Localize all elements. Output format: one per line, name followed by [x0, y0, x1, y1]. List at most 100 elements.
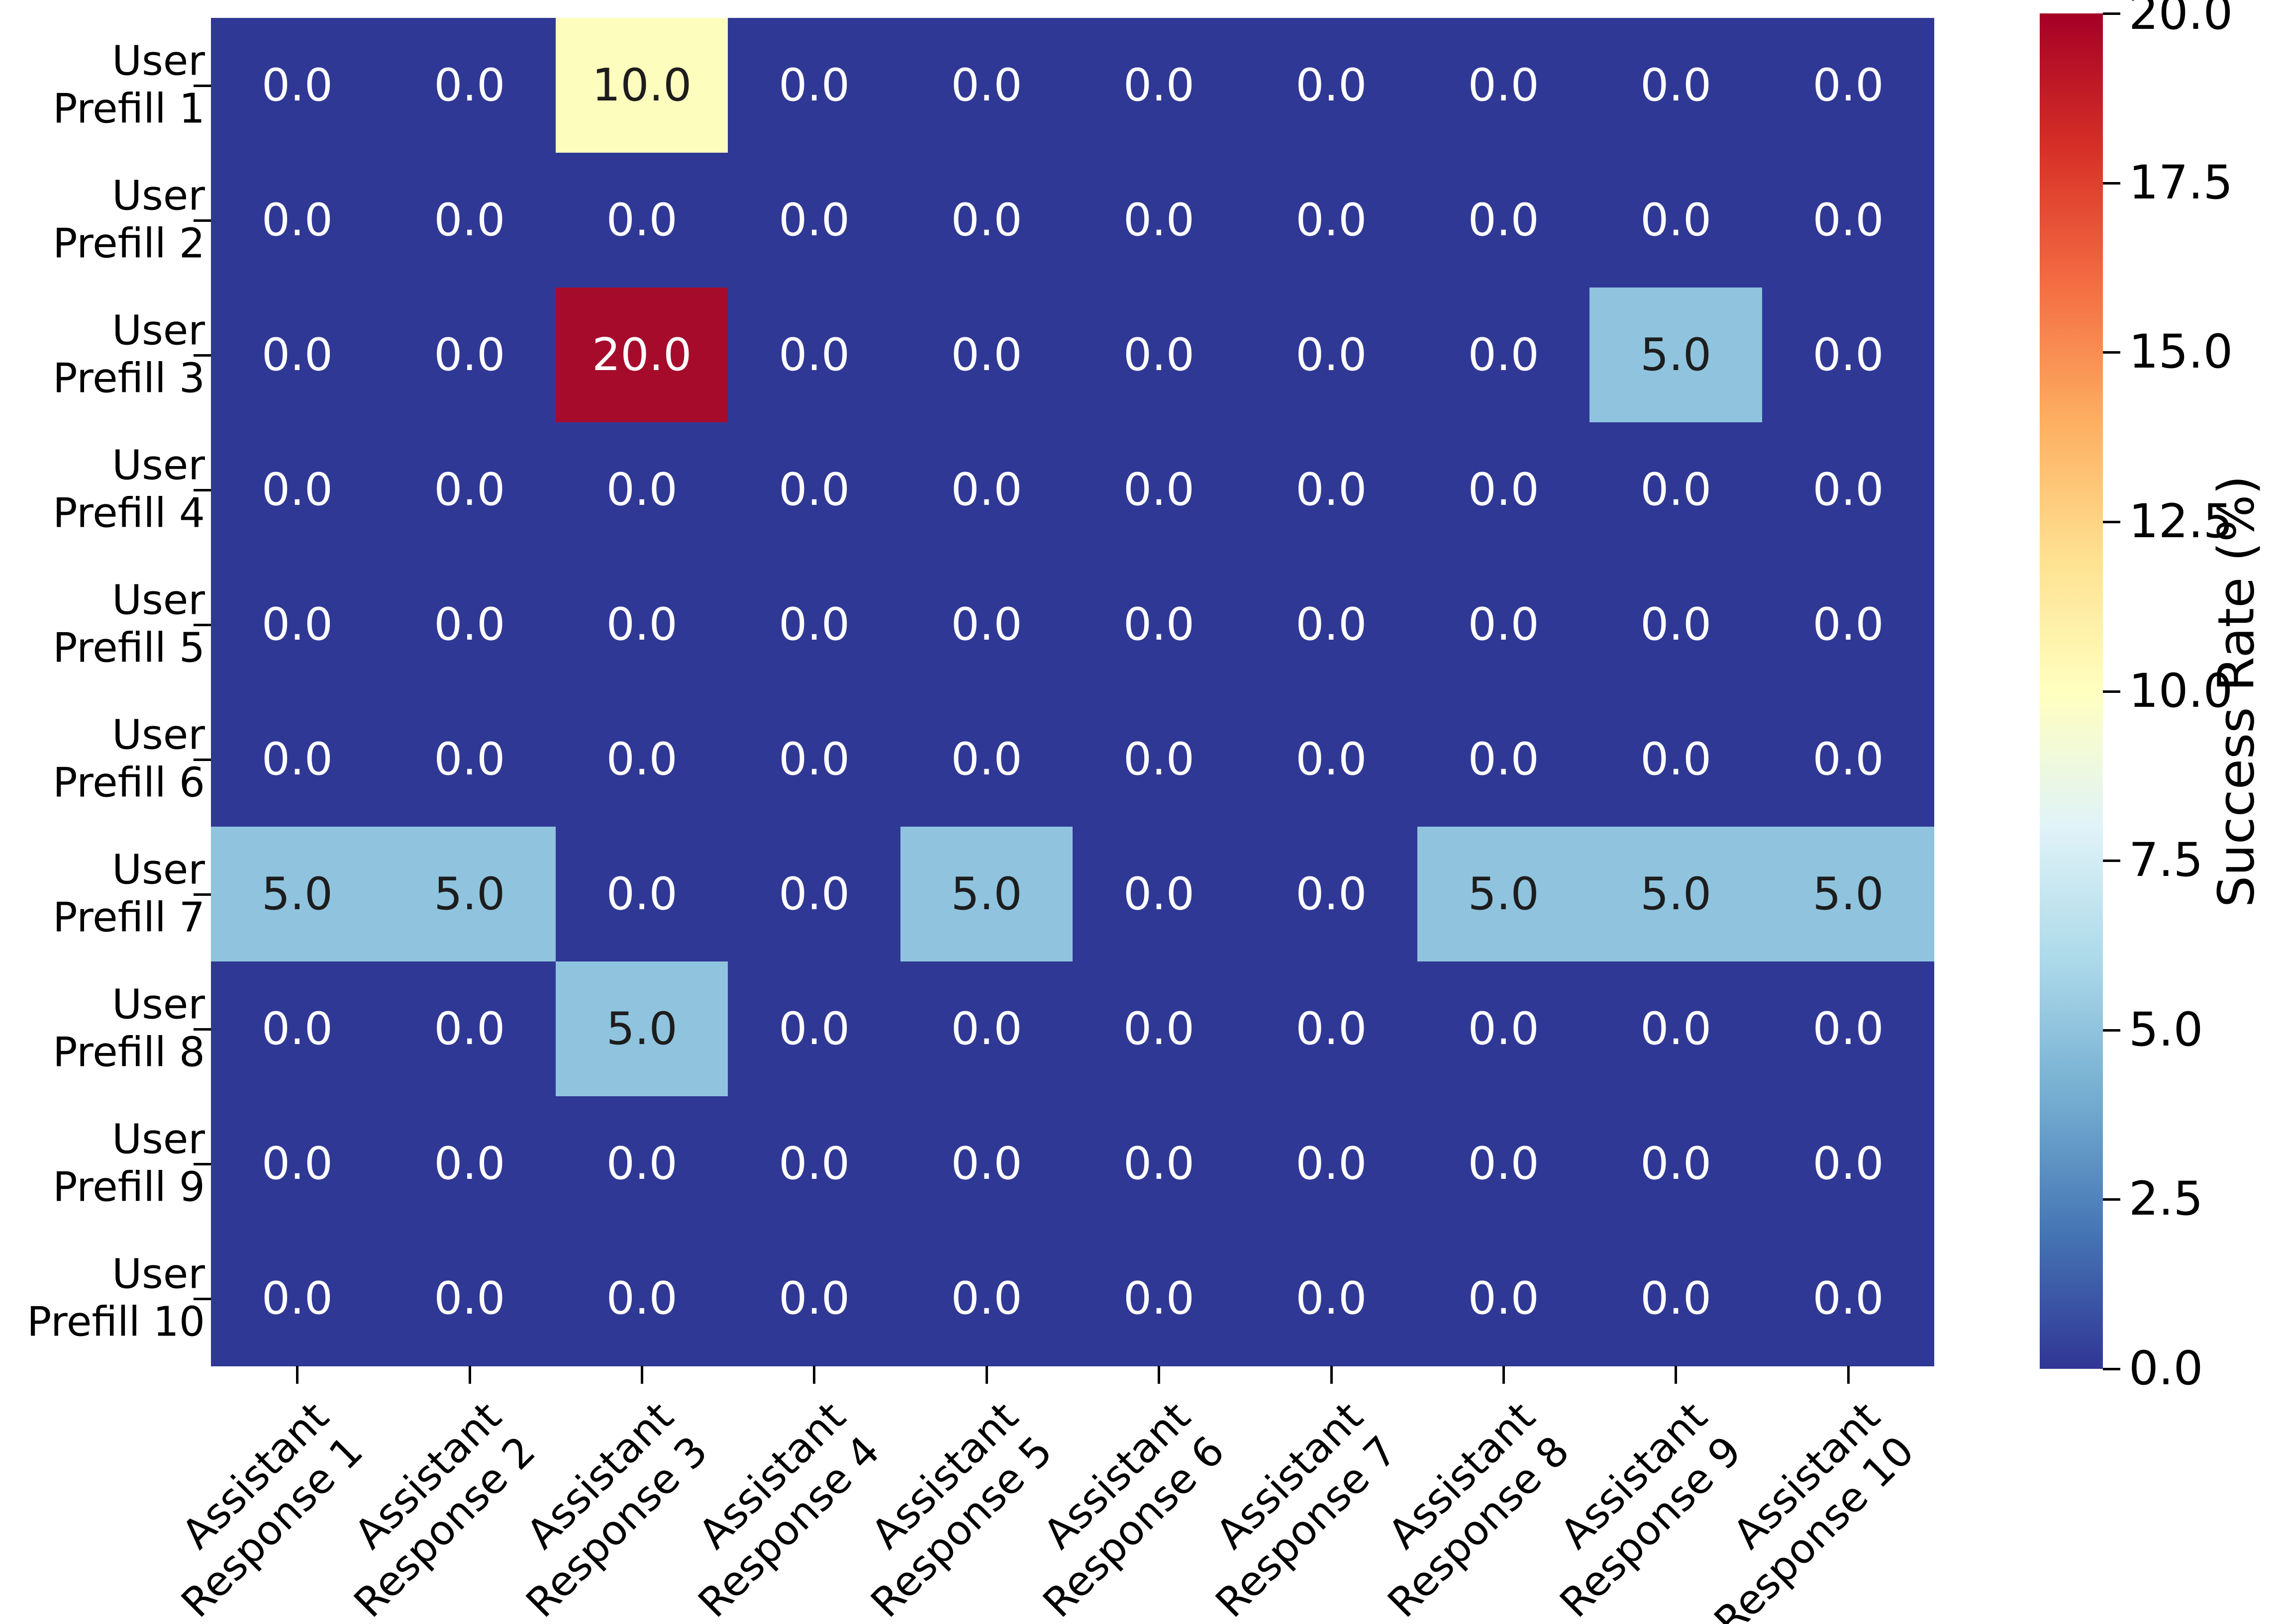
heatmap-cell: 0.0 — [1245, 692, 1418, 827]
heatmap-cell: 0.0 — [1762, 692, 1935, 827]
heatmap-cell: 0.0 — [1417, 287, 1590, 423]
y-axis-tick — [194, 354, 211, 357]
heatmap-cell: 0.0 — [555, 1231, 728, 1366]
heatmap-cell: 0.0 — [1245, 1096, 1418, 1232]
heatmap-cell: 0.0 — [1073, 827, 1245, 962]
colorbar-tick — [2103, 1029, 2120, 1032]
heatmap-cell: 0.0 — [1245, 827, 1418, 962]
colorbar-tick-label: 15.0 — [2129, 325, 2233, 380]
colorbar-tick-label: 5.0 — [2129, 1002, 2203, 1057]
colorbar-tick-label: 0.0 — [2129, 1341, 2203, 1396]
heatmap-cell: 0.0 — [1073, 18, 1245, 153]
heatmap-cell: 0.0 — [1589, 1231, 1763, 1366]
heatmap-cell: 0.0 — [383, 153, 556, 288]
colorbar-tick-label: 20.0 — [2129, 0, 2233, 40]
y-tick-label: User Prefill 6 — [53, 711, 205, 807]
y-tick-label: User Prefill 7 — [53, 846, 205, 942]
heatmap-cell: 0.0 — [1073, 153, 1245, 288]
heatmap-plot: 0.0 0.0 10.0 0.0 0.0 0.0 0.0 0.0 0.0 0.0 0.0 0.0 0.0… — [211, 18, 1935, 1366]
heatmap-cell: 0.0 — [555, 692, 728, 827]
heatmap-cell: 0.0 — [1245, 153, 1418, 288]
heatmap-cell: 0.0 — [728, 827, 901, 962]
heatmap-cell: 0.0 — [211, 153, 384, 288]
heatmap-cell: 0.0 — [1589, 422, 1763, 558]
heatmap-cell: 0.0 — [1245, 287, 1418, 423]
y-tick-label: User Prefill 10 — [27, 1250, 205, 1346]
heatmap-cell: 0.0 — [211, 18, 384, 153]
y-tick-label: User Prefill 3 — [53, 306, 205, 402]
heatmap-cell: 0.0 — [900, 153, 1073, 288]
heatmap-cell: 0.0 — [1417, 961, 1590, 1097]
heatmap-cell: 0.0 — [728, 692, 901, 827]
heatmap-cell: 0.0 — [211, 961, 384, 1097]
heatmap-cell: 0.0 — [728, 557, 901, 692]
x-tick-label: Assistant Response 8 — [1379, 1393, 1579, 1624]
heatmap-cell: 0.0 — [1417, 1096, 1590, 1232]
y-tick-label: User Prefill 1 — [53, 37, 205, 133]
x-axis-tick — [1847, 1366, 1850, 1384]
heatmap-cell: 0.0 — [1073, 692, 1245, 827]
colorbar-tick-label: 17.5 — [2129, 155, 2233, 210]
x-tick-label: Assistant Response 3 — [517, 1393, 717, 1624]
heatmap-cell: 0.0 — [728, 422, 901, 558]
x-axis-tick — [985, 1366, 988, 1384]
heatmap-cell: 0.0 — [1762, 153, 1935, 288]
heatmap-cell: 0.0 — [1245, 18, 1418, 153]
colorbar-tick-label: 12.5 — [2129, 494, 2233, 549]
heatmap-cell: 0.0 — [900, 1231, 1073, 1366]
x-axis-tick — [468, 1366, 471, 1384]
x-tick-label: Assistant Response 4 — [690, 1393, 889, 1624]
heatmap-cell: 0.0 — [211, 287, 384, 423]
x-axis-tick — [296, 1366, 299, 1384]
heatmap-cell: 0.0 — [1589, 557, 1763, 692]
heatmap-cell: 0.0 — [1762, 557, 1935, 692]
heatmap-cell: 0.0 — [1762, 18, 1935, 153]
heatmap-cell: 0.0 — [211, 1231, 384, 1366]
heatmap-cell: 0.0 — [555, 153, 728, 288]
heatmap-cell: 0.0 — [1245, 557, 1418, 692]
heatmap-cell: 0.0 — [1762, 287, 1935, 423]
colorbar-tick — [2103, 860, 2120, 862]
heatmap-cell: 0.0 — [900, 692, 1073, 827]
heatmap-cell: 0.0 — [1073, 961, 1245, 1097]
heatmap-cell: 0.0 — [1589, 961, 1763, 1097]
heatmap-cell: 0.0 — [1073, 1231, 1245, 1366]
heatmap-cell: 0.0 — [1762, 1231, 1935, 1366]
heatmap-cell: 5.0 — [211, 827, 384, 962]
y-tick-label: User Prefill 5 — [53, 576, 205, 672]
heatmap-cell: 0.0 — [1417, 18, 1590, 153]
y-axis-tick — [194, 623, 211, 626]
heatmap-cell: 10.0 — [555, 18, 728, 153]
heatmap-cell: 0.0 — [555, 422, 728, 558]
y-axis-tick — [194, 219, 211, 222]
heatmap-cell: 0.0 — [900, 18, 1073, 153]
heatmap-cell: 0.0 — [211, 422, 384, 558]
colorbar-tick — [2103, 520, 2120, 523]
heatmap-cell: 0.0 — [1589, 1096, 1763, 1232]
colorbar-tick — [2103, 1368, 2120, 1370]
heatmap-cell: 0.0 — [1073, 422, 1245, 558]
x-axis-tick — [1330, 1366, 1333, 1384]
heatmap-cell: 0.0 — [1245, 961, 1418, 1097]
x-axis-tick — [641, 1366, 643, 1384]
x-tick-label: Assistant Response 7 — [1206, 1393, 1406, 1624]
x-axis-tick — [1158, 1366, 1161, 1384]
x-axis-tick — [1502, 1366, 1505, 1384]
colorbar-tick-label: 7.5 — [2129, 833, 2203, 888]
heatmap-cell: 0.0 — [1589, 692, 1763, 827]
heatmap-cell: 0.0 — [211, 557, 384, 692]
x-axis-tick — [813, 1366, 816, 1384]
heatmap-cell: 0.0 — [383, 961, 556, 1097]
heatmap-cell: 0.0 — [1073, 557, 1245, 692]
heatmap-cell: 0.0 — [383, 287, 556, 423]
heatmap-cell: 0.0 — [900, 422, 1073, 558]
x-tick-label: Assistant Response 5 — [862, 1393, 1062, 1624]
heatmap-cell: 0.0 — [900, 557, 1073, 692]
x-tick-label: Assistant Response 1 — [172, 1393, 372, 1624]
colorbar-label: Success Rate (%) — [2207, 475, 2266, 908]
heatmap-cell: 0.0 — [383, 557, 556, 692]
heatmap-cell: 0.0 — [1417, 692, 1590, 827]
colorbar-tick — [2103, 12, 2120, 15]
heatmap-cell: 0.0 — [728, 153, 901, 288]
